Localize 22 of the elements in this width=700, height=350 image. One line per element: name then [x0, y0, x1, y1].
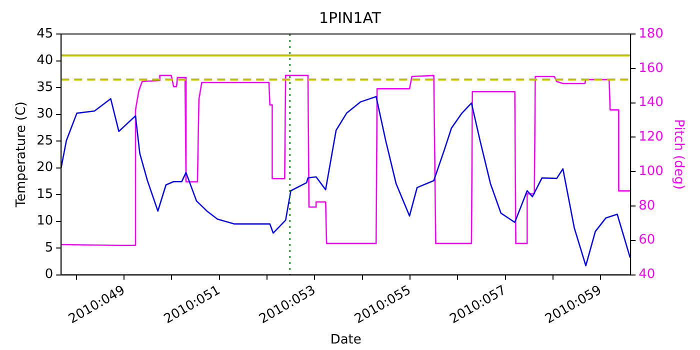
- y-tick-label: 35: [36, 80, 54, 95]
- y-tick-label: 25: [36, 133, 54, 148]
- y2-tick-label: 160: [638, 60, 664, 76]
- y-tick-label: 30: [36, 106, 54, 122]
- y-axis-title: Temperature (C): [14, 102, 30, 208]
- chart-title: 1PIN1AT: [318, 8, 382, 27]
- y2-tick-label: 180: [638, 26, 664, 42]
- y-tick-label: 15: [36, 186, 54, 202]
- y-tick-label: 20: [36, 160, 54, 176]
- y-tick-label: 5: [44, 240, 54, 256]
- y2-tick-label: 140: [638, 95, 664, 110]
- y2-axis-title: Pitch (deg): [670, 119, 686, 190]
- y2-tick-label: 80: [638, 198, 656, 214]
- y-tick-label: 10: [36, 214, 54, 229]
- y-tick-label: 0: [44, 267, 54, 282]
- y2-tick-label: 120: [638, 130, 664, 145]
- x-axis-title: Date: [330, 332, 362, 348]
- y2-tick-label: 100: [638, 164, 664, 179]
- y2-tick-label: 60: [638, 232, 656, 248]
- y-tick-label: 45: [36, 26, 54, 42]
- y2-tick-label: 40: [638, 267, 656, 282]
- y-tick-label: 40: [36, 53, 54, 68]
